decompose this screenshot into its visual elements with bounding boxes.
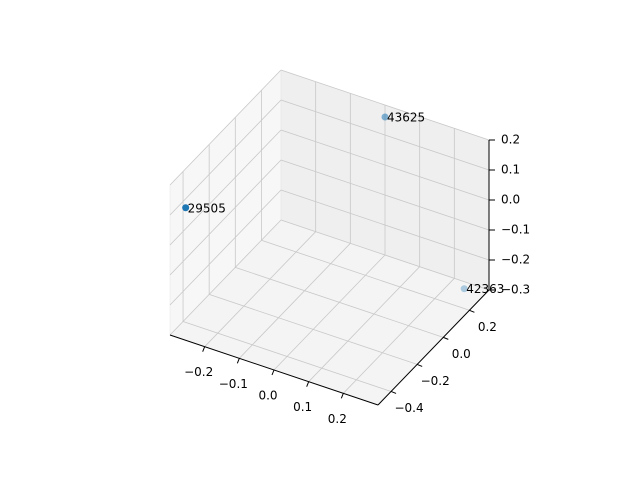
gridline-z [280, 219, 490, 291]
z-tick-label: −0.2 [501, 253, 530, 267]
gridline-z [169, 189, 282, 306]
z-tick-label: 0.1 [501, 163, 520, 177]
point-label: 29505 [188, 201, 226, 215]
z-tick-label: −0.3 [501, 283, 530, 297]
data-point [460, 285, 468, 293]
z-tick-label: 0.0 [501, 193, 520, 207]
x-tick-label: −0.1 [219, 377, 248, 391]
y-axis-line [377, 289, 490, 406]
z-tick-label: 0.2 [501, 133, 520, 147]
gridline-y [209, 294, 418, 365]
gridline-z [169, 219, 282, 336]
gridline-z [280, 129, 490, 201]
points: 29505 43625 42363 [182, 111, 504, 296]
gridline-z [169, 159, 282, 276]
gridline-z [169, 129, 282, 246]
x-tick-label: 0.1 [293, 400, 312, 414]
y-tick-label: −0.2 [421, 374, 450, 388]
gridline-z [280, 159, 490, 231]
y-tick-label: 0.2 [478, 320, 497, 334]
x-tick [271, 369, 275, 376]
y-tick [416, 363, 423, 367]
x-tick [202, 346, 206, 352]
gridline-x [239, 243, 351, 359]
x-tick [306, 381, 310, 387]
gridlines [169, 69, 490, 394]
x-tick-label: 0.2 [328, 412, 347, 426]
x-tick [340, 393, 344, 399]
z-tick-label: −0.1 [501, 223, 530, 237]
gridline-z [169, 99, 282, 216]
x-tick-label: −0.2 [184, 365, 213, 379]
point-label: 42363 [466, 282, 504, 296]
gridline-x [343, 278, 455, 394]
axes [169, 139, 495, 406]
y-tick-label: −0.4 [394, 401, 423, 415]
gridline-y [235, 266, 444, 338]
y-tick [390, 391, 397, 394]
x-tick [236, 358, 240, 364]
gridline-z [280, 99, 490, 171]
data-point [381, 113, 389, 121]
data-point [182, 204, 190, 212]
y-tick [469, 309, 475, 313]
gridline-x [308, 266, 420, 382]
point-label: 43625 [387, 111, 425, 125]
gridline-y [261, 239, 470, 311]
gridline-x [204, 231, 316, 347]
gridline-y [182, 321, 392, 392]
y-tick-label: 0.0 [452, 347, 471, 361]
gridline-x [273, 254, 386, 371]
panes [169, 69, 490, 406]
tick-labels: −0.2−0.10.00.10.2−0.4−0.20.00.2−0.3−0.2−… [184, 133, 530, 426]
x-tick-label: 0.0 [258, 389, 277, 403]
gridline-z [280, 189, 490, 261]
y-tick [443, 336, 449, 340]
gridline-z [280, 69, 490, 141]
gridline-z [169, 69, 282, 186]
